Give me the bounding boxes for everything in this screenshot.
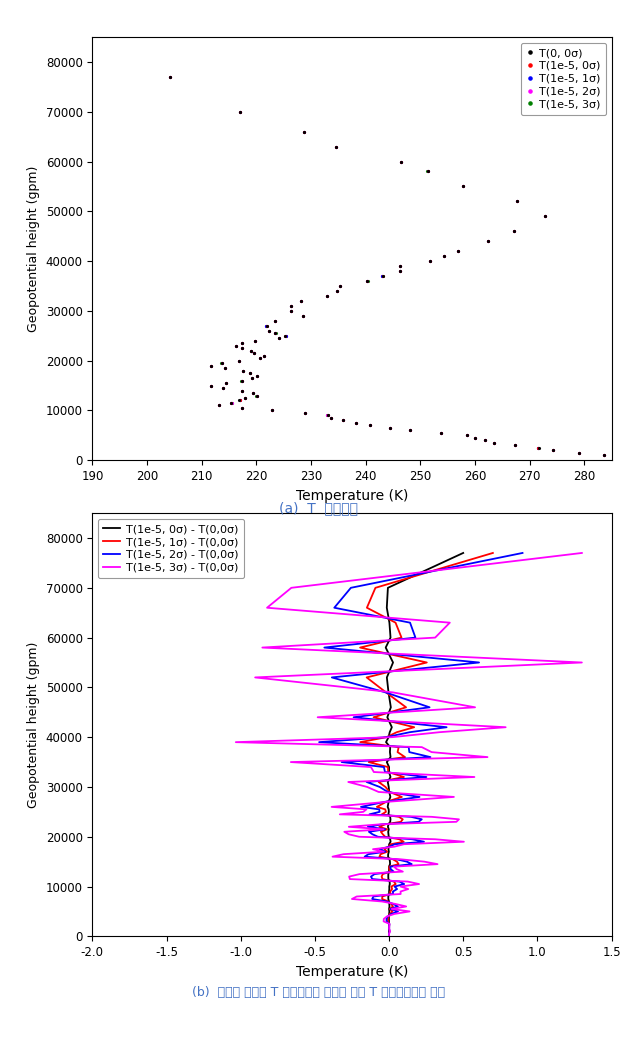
T(1e-5, 2σ) - T(0,0σ)	[385, 930, 393, 943]
T(0, 0σ)	[271, 327, 279, 340]
T(1e-5, 0σ) - T(0,0σ)	[459, 547, 467, 560]
T(1e-5, 3σ) - T(0,0σ)	[362, 803, 370, 816]
T(1e-5, 2σ)	[271, 314, 279, 327]
T(1e-5, 2σ) - T(0,0σ)	[416, 790, 424, 803]
T(1e-5, 0σ) - T(0,0σ)	[387, 813, 394, 825]
T(1e-5, 0σ) - T(0,0σ)	[385, 930, 393, 943]
T(0, 0σ)	[247, 367, 254, 380]
T(1e-5, 1σ) - T(0,0σ)	[402, 701, 410, 714]
Legend: T(1e-5, 0σ) - T(0,0σ), T(1e-5, 1σ) - T(0,0σ), T(1e-5, 2σ) - T(0,0σ), T(1e-5, 3σ): T(1e-5, 0σ) - T(0,0σ), T(1e-5, 1σ) - T(0…	[98, 518, 244, 578]
X-axis label: Temperature (K): Temperature (K)	[296, 965, 408, 979]
T(1e-5, 3σ)	[627, 454, 635, 467]
T(1e-5, 3σ)	[238, 336, 246, 349]
T(1e-5, 2σ) - T(0,0σ)	[519, 547, 526, 560]
T(1e-5, 0σ)	[510, 225, 518, 238]
T(1e-5, 0σ) - T(0,0σ)	[386, 810, 394, 823]
T(1e-5, 1σ)	[271, 327, 279, 340]
T(1e-5, 3σ)	[166, 71, 174, 84]
Line: T(1e-5, 3σ): T(1e-5, 3σ)	[168, 75, 633, 462]
Line: T(1e-5, 1σ) - T(0,0σ): T(1e-5, 1σ) - T(0,0σ)	[360, 553, 493, 936]
T(1e-5, 1σ)	[627, 454, 635, 467]
T(1e-5, 3σ) - T(0,0σ)	[455, 813, 462, 825]
T(1e-5, 1σ) - T(0,0σ)	[395, 810, 403, 823]
T(1e-5, 1σ) - T(0,0σ)	[380, 843, 388, 856]
T(1e-5, 2σ)	[166, 71, 174, 84]
T(0, 0σ)	[252, 334, 259, 347]
T(1e-5, 0σ)	[627, 454, 634, 467]
T(1e-5, 0σ)	[271, 314, 279, 327]
T(1e-5, 1σ) - T(0,0σ)	[385, 930, 393, 943]
T(1e-5, 1σ) - T(0,0σ)	[489, 547, 497, 560]
T(1e-5, 2σ)	[252, 334, 259, 347]
Text: (a)  T  프로파일: (a) T 프로파일	[279, 500, 358, 515]
T(1e-5, 2σ) - T(0,0σ)	[375, 803, 383, 816]
T(1e-5, 3σ)	[272, 327, 280, 340]
T(0, 0σ)	[271, 314, 279, 327]
T(1e-5, 2σ)	[238, 336, 246, 349]
T(1e-5, 2σ) - T(0,0σ)	[418, 813, 426, 825]
T(1e-5, 3σ) - T(0,0σ)	[369, 843, 377, 856]
T(1e-5, 2σ) - T(0,0σ)	[426, 701, 433, 714]
T(1e-5, 1σ)	[510, 225, 518, 238]
T(1e-5, 2σ) - T(0,0σ)	[376, 843, 383, 856]
T(1e-5, 3σ)	[510, 225, 518, 238]
Legend: T(0, 0σ), T(1e-5, 0σ), T(1e-5, 1σ), T(1e-5, 2σ), T(1e-5, 3σ): T(0, 0σ), T(1e-5, 0σ), T(1e-5, 1σ), T(1e…	[521, 42, 606, 115]
T(0, 0σ)	[510, 225, 518, 238]
T(1e-5, 2σ)	[247, 367, 254, 380]
T(1e-5, 1σ)	[238, 336, 246, 349]
T(1e-5, 0σ)	[252, 334, 259, 347]
T(1e-5, 3σ) - T(0,0σ)	[385, 930, 393, 943]
Y-axis label: Geopotential height (gpm): Geopotential height (gpm)	[27, 641, 40, 808]
T(1e-5, 2σ) - T(0,0σ)	[407, 810, 415, 823]
T(1e-5, 0σ) - T(0,0σ)	[385, 843, 392, 856]
T(0, 0σ)	[238, 336, 246, 349]
T(1e-5, 2σ)	[510, 225, 518, 238]
T(1e-5, 3σ) - T(0,0σ)	[450, 790, 458, 803]
T(1e-5, 3σ) - T(0,0σ)	[428, 810, 436, 823]
T(1e-5, 3σ)	[247, 367, 254, 380]
T(1e-5, 3σ)	[271, 314, 279, 327]
T(1e-5, 1σ) - T(0,0σ)	[382, 803, 389, 816]
T(0, 0σ)	[627, 454, 634, 467]
T(1e-5, 0σ) - T(0,0σ)	[385, 803, 392, 816]
Line: T(0, 0σ): T(0, 0σ)	[168, 75, 633, 462]
T(1e-5, 0σ)	[271, 327, 279, 340]
T(1e-5, 1σ) - T(0,0σ)	[399, 813, 406, 825]
T(1e-5, 0σ) - T(0,0σ)	[387, 790, 394, 803]
T(1e-5, 1σ) - T(0,0σ)	[398, 790, 406, 803]
Line: T(1e-5, 2σ) - T(0,0σ): T(1e-5, 2σ) - T(0,0σ)	[319, 553, 522, 936]
Line: T(1e-5, 2σ): T(1e-5, 2σ)	[168, 75, 633, 462]
T(1e-5, 0σ)	[238, 336, 246, 349]
T(1e-5, 3σ) - T(0,0σ)	[578, 547, 585, 560]
Line: T(1e-5, 0σ): T(1e-5, 0σ)	[168, 75, 633, 462]
Y-axis label: Geopotential height (gpm): Geopotential height (gpm)	[27, 165, 40, 332]
T(1e-5, 0σ) - T(0,0σ)	[387, 701, 395, 714]
Text: (b)  오차가 주입된 T 프로파일과 오차가 없는 T 프로파일간의 차이: (b) 오차가 주입된 T 프로파일과 오차가 없는 T 프로파일간의 차이	[192, 986, 445, 999]
T(1e-5, 1σ)	[252, 334, 259, 347]
Line: T(1e-5, 3σ) - T(0,0σ): T(1e-5, 3σ) - T(0,0σ)	[236, 553, 582, 936]
T(1e-5, 1σ)	[166, 71, 174, 84]
Line: T(1e-5, 0σ) - T(0,0σ): T(1e-5, 0σ) - T(0,0σ)	[385, 553, 463, 936]
T(1e-5, 1σ)	[247, 367, 254, 380]
T(1e-5, 2σ)	[627, 454, 635, 467]
T(1e-5, 2σ)	[271, 327, 279, 340]
T(1e-5, 3σ)	[252, 334, 259, 347]
T(1e-5, 1σ)	[271, 314, 279, 327]
T(1e-5, 3σ) - T(0,0σ)	[471, 701, 479, 714]
Line: T(1e-5, 1σ): T(1e-5, 1σ)	[168, 75, 633, 462]
T(1e-5, 0σ)	[166, 71, 174, 84]
T(1e-5, 0σ)	[247, 367, 254, 380]
X-axis label: Temperature (K): Temperature (K)	[296, 489, 408, 503]
T(0, 0σ)	[166, 71, 174, 84]
